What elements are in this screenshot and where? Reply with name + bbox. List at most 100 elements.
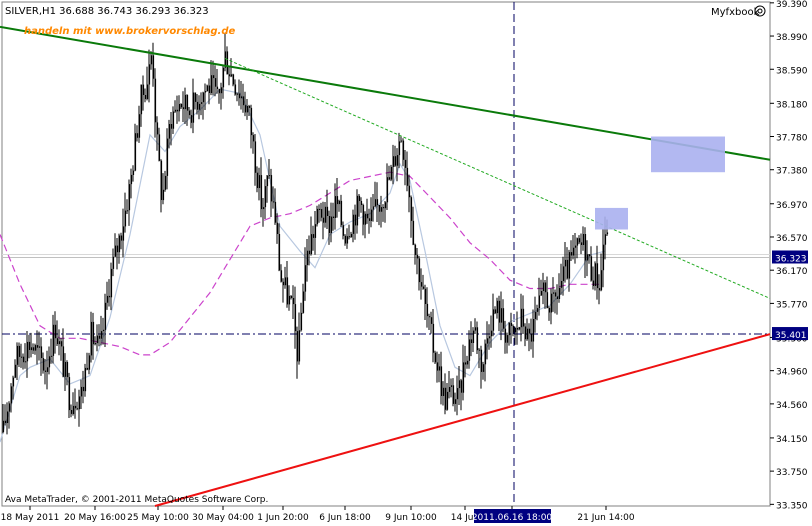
candle-body: [552, 292, 555, 294]
candle-body: [482, 364, 485, 372]
candle-body: [90, 321, 93, 356]
candle-body: [546, 292, 549, 308]
candle-body: [216, 86, 219, 89]
candle-body: [86, 367, 89, 370]
candle-body: [588, 254, 591, 257]
candle-body: [10, 386, 13, 404]
candle-body: [208, 85, 211, 93]
candle-body: [178, 104, 181, 112]
candle-body: [174, 109, 177, 112]
candle-body: [186, 94, 189, 111]
candle-body: [68, 377, 71, 411]
candle-body: [486, 338, 489, 344]
y-tick-label: 33.750: [776, 468, 808, 478]
candle-body: [354, 214, 357, 226]
candle-body: [204, 91, 207, 93]
candle-body: [564, 259, 567, 267]
candle-body: [108, 295, 111, 298]
candle-body: [562, 266, 565, 281]
candle-body: [250, 107, 253, 136]
candle-body: [256, 172, 259, 188]
candle-body: [316, 208, 319, 225]
candle-body: [416, 254, 419, 259]
candle-body: [8, 403, 11, 412]
target-zone: [595, 207, 628, 230]
candle-body: [46, 367, 49, 372]
candle-body: [298, 330, 301, 362]
candle-body: [504, 328, 507, 343]
candle-body: [78, 396, 81, 410]
candle-body: [162, 189, 165, 201]
candle-body: [380, 207, 383, 212]
candle-body: [114, 245, 117, 257]
candle-body: [272, 201, 275, 203]
candle-body: [128, 184, 131, 211]
candle-body: [542, 282, 545, 291]
candle-body: [502, 308, 505, 329]
candle-body: [180, 104, 183, 108]
candle-body: [102, 329, 105, 332]
candle-body: [214, 78, 217, 87]
x-tick-label: 30 May 04:00: [192, 513, 254, 523]
myfxbook-logo-icon: [754, 5, 766, 17]
watermark-text: handeln mit www.brokervorschlag.de: [24, 26, 236, 37]
y-tick-label: 34.960: [776, 368, 808, 378]
candle-body: [166, 138, 169, 176]
candle-body: [436, 362, 439, 371]
candle-body: [342, 225, 345, 236]
candle-body: [418, 258, 421, 283]
x-tick-label: 6 Jun 18:00: [319, 513, 371, 523]
candle-body: [276, 222, 279, 234]
y-tick-label: 38.180: [776, 100, 808, 110]
candle-body: [94, 343, 97, 345]
candle-body: [62, 346, 65, 377]
candle-body: [66, 362, 69, 378]
x-tick-label: 1 Jun 20:00: [257, 513, 309, 523]
candle-body: [168, 124, 171, 139]
candle-body: [600, 270, 603, 291]
candle-body: [590, 256, 593, 281]
candle-body: [40, 346, 43, 358]
candle-body: [212, 75, 215, 79]
candle-body: [430, 317, 433, 324]
support-level-label-bg: [772, 327, 808, 341]
candle-body: [520, 308, 523, 328]
candle-body: [246, 106, 249, 113]
candle-body: [218, 89, 221, 94]
candle-body: [224, 51, 227, 68]
candle-body: [400, 140, 403, 142]
candle-body: [228, 74, 231, 77]
candle-body: [468, 339, 471, 361]
candle-body: [290, 295, 293, 298]
candle-body: [568, 252, 571, 279]
candle-body: [50, 355, 53, 357]
candle-body: [138, 114, 141, 138]
candle-body: [82, 386, 85, 392]
target-zone: [651, 136, 725, 173]
candle-body: [156, 122, 159, 135]
candle-body: [278, 234, 281, 271]
candle-body: [222, 67, 225, 88]
candle-body: [240, 96, 243, 99]
candle-body: [262, 207, 265, 210]
candle-body: [52, 324, 55, 356]
candle-body: [88, 355, 91, 370]
candle-body: [184, 94, 187, 110]
candle-body: [122, 226, 125, 241]
candle-body: [326, 206, 329, 216]
candle-body: [264, 186, 267, 208]
candle-body: [592, 280, 595, 286]
candle-body: [346, 236, 349, 244]
candle-body: [72, 405, 75, 414]
candle-body: [302, 291, 305, 313]
candle-body: [274, 201, 277, 223]
candle-body: [602, 244, 605, 271]
candle-body: [236, 93, 239, 95]
candle-body: [358, 195, 361, 201]
candle-body: [226, 51, 229, 75]
candle-body: [522, 308, 525, 327]
candle-body: [248, 106, 251, 108]
myfxbook-brand: Myfxbook: [711, 7, 760, 18]
candle-body: [372, 206, 375, 210]
